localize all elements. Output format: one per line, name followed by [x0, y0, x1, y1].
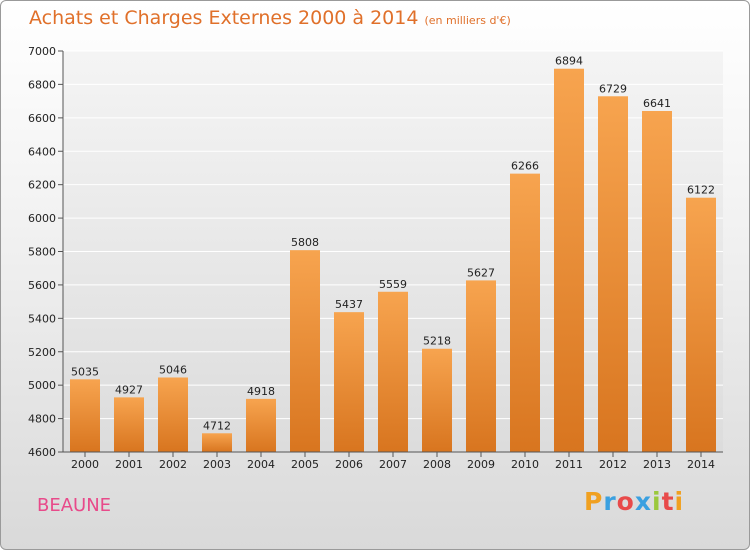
data-label: 6894: [555, 55, 583, 68]
bar: [114, 397, 144, 452]
x-tick-label: 2005: [291, 458, 319, 471]
x-tick-label: 2014: [687, 458, 715, 471]
bar: [598, 96, 628, 452]
x-tick-label: 2000: [71, 458, 99, 471]
logo-letter: P: [584, 487, 604, 516]
proxiti-logo: Proxiti: [584, 487, 684, 516]
y-tick-label: 7000: [28, 45, 56, 58]
logo-letter: r: [603, 487, 617, 516]
bar: [642, 110, 672, 453]
data-label: 6729: [599, 82, 627, 95]
y-tick-label: 5600: [28, 279, 56, 292]
data-label: 4918: [247, 385, 275, 398]
data-label: 5218: [423, 335, 451, 348]
y-tick-label: 5200: [28, 346, 56, 359]
logo-letter: i: [652, 487, 662, 516]
x-tick-label: 2006: [335, 458, 363, 471]
bar: [70, 379, 100, 452]
x-tick-label: 2010: [511, 458, 539, 471]
x-tick-label: 2001: [115, 458, 143, 471]
logo-letter: x: [634, 487, 652, 516]
data-label: 5808: [291, 236, 319, 249]
bar: [378, 291, 408, 452]
x-tick-label: 2009: [467, 458, 495, 471]
chart-title: Achats et Charges Externes 2000 à 2014 (e…: [29, 7, 511, 29]
chart-subtitle: (en milliers d'€): [424, 14, 511, 27]
y-tick-label: 4800: [28, 413, 56, 426]
logo-letter: i: [674, 487, 685, 516]
y-tick-label: 4600: [28, 446, 56, 459]
bar: [422, 348, 452, 452]
bar: [466, 280, 496, 452]
bar: [246, 398, 276, 452]
data-label: 6266: [511, 160, 539, 173]
y-tick-label: 6000: [28, 212, 56, 225]
data-label: 5046: [159, 363, 187, 376]
x-tick-label: 2012: [599, 458, 627, 471]
y-tick-label: 5400: [28, 312, 56, 325]
data-label: 4712: [203, 419, 231, 432]
x-tick-label: 2003: [203, 458, 231, 471]
logo-letter: t: [661, 487, 675, 516]
data-label: 6122: [687, 184, 715, 197]
bar: [334, 312, 364, 452]
location-label: BEAUNE: [37, 495, 112, 516]
x-tick-label: 2008: [423, 458, 451, 471]
y-tick-label: 6200: [28, 179, 56, 192]
y-tick-label: 6600: [28, 112, 56, 125]
chart-title-text: Achats et Charges Externes 2000 à 2014: [29, 7, 419, 29]
bar: [158, 377, 188, 452]
bar: [202, 433, 232, 452]
y-tick-label: 6400: [28, 145, 56, 158]
bar: [686, 197, 716, 452]
bar: [290, 250, 320, 452]
x-tick-label: 2004: [247, 458, 275, 471]
y-tick-label: 5000: [28, 379, 56, 392]
data-label: 5627: [467, 266, 495, 279]
x-tick-label: 2011: [555, 458, 583, 471]
data-label: 5035: [71, 365, 99, 378]
data-label: 4927: [115, 383, 143, 396]
data-label: 6641: [643, 97, 671, 110]
bar: [554, 68, 584, 453]
data-label: 5559: [379, 278, 407, 291]
x-tick-label: 2007: [379, 458, 407, 471]
x-tick-label: 2002: [159, 458, 187, 471]
data-label: 5437: [335, 298, 363, 311]
y-tick-label: 6800: [28, 78, 56, 91]
logo-letter: o: [616, 487, 635, 516]
x-tick-label: 2013: [643, 458, 671, 471]
y-tick-label: 5800: [28, 246, 56, 259]
bar: [510, 173, 540, 452]
